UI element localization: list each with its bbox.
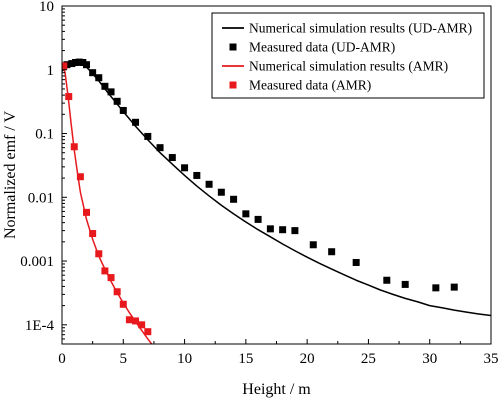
data-point-measured-data-ud-amr: [119, 106, 127, 114]
series-layer: [62, 58, 491, 344]
data-point-measured-data-ud-amr: [291, 227, 299, 235]
x-tick-label: 5: [120, 351, 128, 367]
legend-box: [211, 12, 485, 99]
data-point-measured-data-ud-amr: [242, 210, 250, 218]
data-point-measured-data-ud-amr: [432, 284, 440, 292]
legend-label: Measured data (AMR): [249, 78, 371, 93]
data-point-measured-data-ud-amr: [279, 226, 287, 234]
data-point-measured-data-ud-amr: [328, 248, 336, 256]
data-point-measured-data-ud-amr: [101, 82, 109, 90]
data-point-measured-data-amr: [144, 328, 152, 336]
data-point-measured-data-ud-amr: [193, 171, 201, 179]
legend-marker-swatch: [229, 81, 237, 89]
data-point-measured-data-amr: [107, 274, 115, 282]
y-tick-label: 1: [47, 63, 55, 79]
data-point-measured-data-ud-amr: [79, 59, 87, 66]
data-point-measured-data-ud-amr: [254, 215, 262, 223]
y-tick-label: 0.01: [28, 190, 54, 206]
data-point-measured-data-ud-amr: [83, 61, 91, 69]
legend-label: Numerical simulation results (AMR): [249, 59, 448, 74]
x-tick-label: 30: [422, 351, 437, 367]
data-point-measured-data-ud-amr: [401, 280, 409, 288]
data-point-measured-data-amr: [65, 93, 73, 101]
x-tick-label: 25: [361, 351, 376, 367]
data-point-measured-data-amr: [70, 143, 78, 151]
data-point-measured-data-ud-amr: [309, 241, 317, 249]
y-tick-label: 0.001: [20, 254, 54, 270]
data-point-measured-data-amr: [76, 173, 84, 181]
legend-marker-swatch: [229, 43, 237, 51]
x-tick-label: 20: [300, 351, 315, 367]
legend-label: Measured data (UD-AMR): [249, 40, 395, 55]
data-point-measured-data-ud-amr: [71, 59, 79, 66]
data-point-measured-data-ud-amr: [89, 69, 97, 77]
data-point-measured-data-amr: [95, 250, 103, 258]
data-point-measured-data-amr: [132, 317, 140, 325]
data-point-measured-data-ud-amr: [230, 195, 238, 203]
legend-items: Numerical simulation results (UD-AMR) Mea…: [222, 21, 472, 93]
data-point-measured-data-ud-amr: [132, 118, 140, 126]
data-point-measured-data-amr: [125, 316, 133, 324]
x-axis: 0 5 10 15 20 25 30 35: [58, 339, 498, 367]
data-point-measured-data-ud-amr: [266, 225, 274, 233]
x-tick-label: 15: [238, 351, 253, 367]
data-point-measured-data-ud-amr: [156, 144, 164, 152]
x-tick-label: 10: [177, 351, 192, 367]
data-point-measured-data-ud-amr: [75, 58, 83, 66]
data-point-measured-data-ud-amr: [383, 276, 391, 284]
data-point-measured-data-ud-amr: [217, 188, 225, 196]
y-tick-label: 1E-4: [25, 318, 55, 334]
legend-label: Numerical simulation results (UD-AMR): [249, 21, 472, 36]
data-point-measured-data-ud-amr: [168, 154, 176, 162]
y-axis-title: Normalized emf / V: [2, 111, 19, 240]
data-point-measured-data-ud-amr: [144, 132, 152, 140]
x-tick-label: 0: [58, 351, 66, 367]
data-point-measured-data-amr: [89, 230, 97, 238]
y-tick-label: 10: [39, 0, 54, 15]
data-point-measured-data-ud-amr: [113, 97, 121, 105]
data-point-measured-data-amr: [113, 288, 121, 296]
data-point-measured-data-ud-amr: [95, 74, 103, 82]
x-tick-label: 35: [484, 351, 498, 367]
data-point-measured-data-ud-amr: [205, 180, 213, 188]
data-point-measured-data-amr: [83, 208, 91, 216]
data-point-measured-data-amr: [119, 300, 127, 308]
y-axis: 1E-4 0.001 0.01 0.1 1 10: [20, 0, 67, 340]
data-point-measured-data-ud-amr: [107, 88, 115, 96]
data-point-measured-data-ud-amr: [450, 283, 458, 291]
data-point-measured-data-ud-amr: [352, 258, 360, 266]
y-tick-label: 0.1: [35, 127, 54, 143]
data-point-measured-data-amr: [62, 62, 68, 70]
data-point-measured-data-ud-amr: [181, 164, 189, 172]
data-point-measured-data-amr: [101, 267, 109, 275]
legend: Numerical simulation results (UD-AMR) Mea…: [211, 12, 485, 99]
x-axis-title: Height / m: [242, 381, 311, 398]
data-point-measured-data-ud-amr: [68, 60, 76, 68]
data-point-measured-data-amr: [138, 321, 146, 329]
